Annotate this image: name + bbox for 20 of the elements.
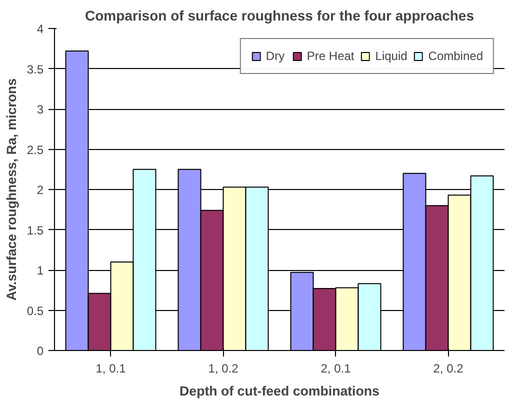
- x-axis-title: Depth of cut-feed combinations: [180, 384, 380, 398]
- x-tick-label: 2, 0.1: [320, 362, 352, 376]
- legend-label: Combined: [428, 49, 483, 63]
- y-tick-label: 4: [36, 22, 44, 36]
- x-tick-label: 1, 0.2: [208, 362, 239, 376]
- legend-label: Pre Heat: [306, 49, 354, 63]
- y-tick-label: 1.5: [26, 223, 44, 238]
- y-tick-label: 0: [36, 344, 44, 358]
- y-tick-label: 1: [36, 264, 44, 278]
- y-tick-label: 2: [36, 183, 44, 197]
- y-axis-title: Av.surface roughness, Ra, microns: [4, 78, 19, 301]
- x-tick-label: 1, 0.1: [96, 362, 126, 376]
- y-tick-label: 0.5: [26, 304, 44, 318]
- chart-title: Comparison of surface roughness for the four approaches: [85, 8, 474, 24]
- y-tick-label: 2.5: [26, 142, 44, 157]
- x-tick-label: 2, 0.2: [433, 362, 464, 376]
- legend-label: Liquid: [375, 49, 408, 63]
- y-tick-label: 3: [36, 102, 44, 116]
- legend-label: Dry: [266, 49, 286, 63]
- y-tick-label: 3.5: [26, 62, 44, 76]
